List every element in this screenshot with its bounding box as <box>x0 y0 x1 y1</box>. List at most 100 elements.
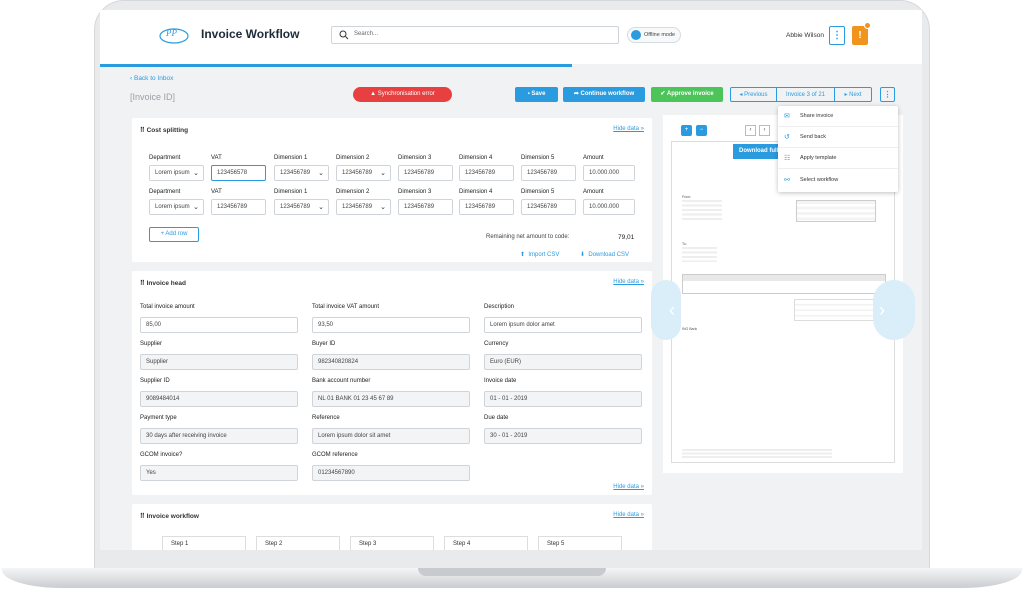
workflow-step-2[interactable]: Step 2 <box>256 536 340 550</box>
head-label-5: Currency <box>484 341 509 347</box>
offline-toggle[interactable]: Offline mode <box>627 27 682 43</box>
head-field-13[interactable]: 01234567890 <box>312 465 470 481</box>
cost-row2-field-4[interactable]: 123456789 <box>398 199 453 215</box>
cost-header-6: Dimension 5 <box>521 189 555 195</box>
more-actions-button[interactable]: ⋮ <box>880 87 895 102</box>
prev-invoice-arrow-icon[interactable]: ‹ <box>651 280 681 340</box>
head-field-11[interactable]: 30 - 01 - 2019 <box>484 428 642 444</box>
cost-row2-field-3[interactable]: 123456789 ⌄ <box>336 199 391 215</box>
cost-row1-field-5[interactable]: 123456789 <box>459 165 514 181</box>
next-button[interactable]: ▸ Next <box>844 91 862 99</box>
remaining-value: 79,01 <box>618 234 635 241</box>
head-field-4[interactable]: 982340820824 <box>312 354 470 370</box>
app-screen: PP Invoice Workflow Search... Offline mo… <box>100 10 922 550</box>
laptop-base <box>2 568 1022 588</box>
cost-row1-field-4[interactable]: 123456789 <box>398 165 453 181</box>
cost-header-3: Dimension 2 <box>336 189 370 195</box>
workflow-title: ⠿ Invoice workflow <box>140 513 199 520</box>
user-name[interactable]: Abbie Wilson <box>786 32 824 39</box>
doc-to: To: <box>682 242 687 246</box>
head-label-7: Bank account number <box>312 378 371 384</box>
workflow-step-5[interactable]: Step 5 <box>538 536 622 550</box>
workflow-icon: ⚯ <box>784 176 790 184</box>
top-bar: PP Invoice Workflow Search... Offline mo… <box>100 10 922 67</box>
cost-header-0: Department <box>149 155 181 161</box>
menu-select-workflow[interactable]: ⚯ Select workflow <box>784 176 839 184</box>
download-full-button[interactable]: Download full <box>733 144 789 159</box>
workflow-hide-link[interactable]: Hide data » <box>613 512 644 518</box>
continue-workflow-button[interactable]: ➦ Continue workflow <box>563 87 645 102</box>
previous-button[interactable]: ◂ Previous <box>731 88 777 101</box>
invoice-id-title: [Invoice ID] <box>130 92 176 102</box>
head-label-11: Due date <box>484 415 509 421</box>
cost-row1-field-3[interactable]: 123456789 ⌄ <box>336 165 391 181</box>
menu-apply-template[interactable]: ☷ Apply template <box>778 148 898 169</box>
head-field-3[interactable]: Supplier <box>140 354 298 370</box>
user-menu-button[interactable]: ⋮ <box>829 26 845 45</box>
menu-share-invoice[interactable]: ✉ Share invoice <box>778 106 898 127</box>
head-field-10[interactable]: Lorem ipsum dolor sit amet <box>312 428 470 444</box>
cost-row2-field-6[interactable]: 123456789 <box>521 199 576 215</box>
template-icon: ☷ <box>784 155 791 162</box>
chevron-down-icon: ⌄ <box>193 204 199 211</box>
cost-row1-field-7[interactable]: 10.000.000 <box>583 165 635 181</box>
workflow-step-1[interactable]: Step 1 <box>162 536 246 550</box>
sync-error-badge[interactable]: ▲ Synchronisation error <box>353 87 452 102</box>
back-link[interactable]: ‹ Back to Inbox <box>130 75 174 82</box>
cost-row2-field-5[interactable]: 123456789 <box>459 199 514 215</box>
chevron-down-icon: ⌄ <box>380 170 386 177</box>
head-label-4: Buyer ID <box>312 341 336 347</box>
search-icon <box>339 30 349 40</box>
head-field-9[interactable]: 30 days after receiving invoice <box>140 428 298 444</box>
head-hide-link-bottom[interactable]: Hide data » <box>613 484 644 490</box>
notification-dot <box>864 22 871 29</box>
cost-splitting-title: ⠿ Cost splitting <box>140 127 189 134</box>
doc-meta-table <box>796 200 876 222</box>
cost-row2-field-0[interactable]: Lorem ipsum ⌄ <box>149 199 204 215</box>
warning-button[interactable]: ! <box>852 22 871 45</box>
head-field-12[interactable]: Yes <box>140 465 298 481</box>
cost-header-7: Amount <box>583 155 604 161</box>
progress-line <box>100 64 572 67</box>
save-button[interactable]: ▪ Save <box>515 87 558 102</box>
head-field-8[interactable]: 01 - 01 - 2019 <box>484 391 642 407</box>
head-hide-link[interactable]: Hide data » <box>613 279 644 285</box>
cost-hide-link[interactable]: Hide data » <box>613 126 644 132</box>
zoom-out-icon[interactable]: − <box>696 125 707 136</box>
add-row-button[interactable]: + Add row <box>149 227 199 242</box>
chevron-down-icon: ⌄ <box>318 170 324 177</box>
cost-header-6: Dimension 5 <box>521 155 555 161</box>
next-invoice-arrow-icon[interactable]: › <box>873 280 915 340</box>
approve-invoice-button[interactable]: ✔ Approve invoice <box>651 87 723 102</box>
head-field-5[interactable]: Euro (EUR) <box>484 354 642 370</box>
workflow-step-3[interactable]: Step 3 <box>350 536 434 550</box>
cost-row2-field-1[interactable]: 123456789 <box>211 199 266 215</box>
zoom-in-icon[interactable]: + <box>681 125 692 136</box>
cost-row2-field-7[interactable]: 10.000.000 <box>583 199 635 215</box>
cost-row1-field-2[interactable]: 123456789 ⌄ <box>274 165 329 181</box>
download-csv-link[interactable]: ⬇ Download CSV <box>580 252 630 258</box>
import-csv-link[interactable]: ⬆ Import CSV <box>520 252 560 258</box>
menu-send-back[interactable]: ↺ Send back <box>778 127 898 148</box>
head-field-0[interactable]: 85,00 <box>140 317 298 333</box>
cost-row1-field-1[interactable]: 123456578 <box>211 165 266 181</box>
cost-row2-field-2[interactable]: 123456789 ⌄ <box>274 199 329 215</box>
head-label-13: GCOM reference <box>312 452 358 458</box>
head-field-6[interactable]: 9089484014 <box>140 391 298 407</box>
head-field-7[interactable]: NL 01 BANK 01 23 45 67 89 <box>312 391 470 407</box>
workflow-step-4[interactable]: Step 4 <box>444 536 528 550</box>
head-field-1[interactable]: 93,50 <box>312 317 470 333</box>
page-next-button[interactable]: › <box>759 125 770 136</box>
laptop-notch <box>418 568 606 576</box>
head-field-2[interactable]: Lorem ipsum dolor amet <box>484 317 642 333</box>
cost-row1-field-0[interactable]: Lorem ipsum ⌄ <box>149 165 204 181</box>
page-prev-button[interactable]: ‹ <box>745 125 756 136</box>
doc-bank: ING Bank <box>682 327 698 331</box>
cost-header-4: Dimension 3 <box>398 155 432 161</box>
cost-row1-field-6[interactable]: 123456789 <box>521 165 576 181</box>
search-input[interactable]: Search... <box>331 26 619 44</box>
invoice-head-card: ⠿ Invoice head Hide data » Total invoice… <box>132 271 652 495</box>
chevron-down-icon: ⌄ <box>318 204 324 211</box>
cost-header-5: Dimension 4 <box>459 155 493 161</box>
search-placeholder: Search... <box>354 31 379 37</box>
